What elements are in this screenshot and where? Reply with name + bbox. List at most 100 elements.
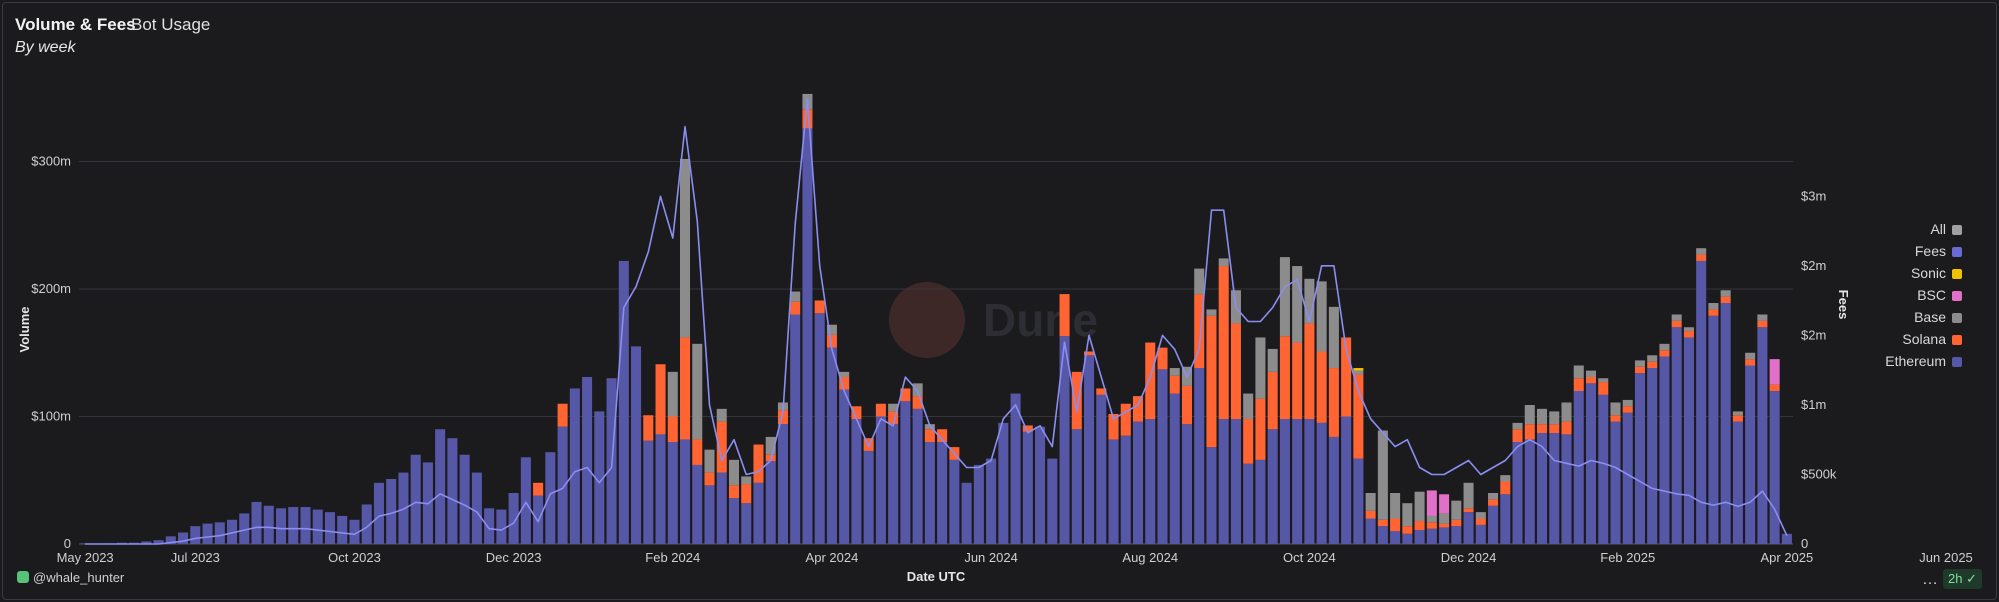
bar-segment-base[interactable] [1169,368,1180,376]
bar-segment-solana[interactable] [1132,396,1144,422]
bar-segment-base[interactable] [1279,257,1290,337]
bar-segment-base[interactable] [1745,352,1756,360]
bar-segment-solana[interactable] [1365,510,1376,519]
bar-segment-solana[interactable] [851,406,862,420]
bar-segment-base[interactable] [1610,402,1621,416]
bar-segment-ethereum[interactable] [1157,369,1168,544]
bar-segment-ethereum[interactable] [961,482,972,544]
bar-segment-solana[interactable] [826,334,837,348]
bar-segment-solana[interactable] [1022,425,1033,432]
bar-segment-ethereum[interactable] [594,411,605,544]
bar-segment-ethereum[interactable] [1120,435,1131,545]
bar-segment-base[interactable] [1659,343,1670,351]
refresh-badge[interactable]: 2h ✓ [1943,569,1982,589]
bar-segment-ethereum[interactable] [1084,355,1095,544]
bar-segment-bsc[interactable] [1769,359,1780,385]
bar-segment-ethereum[interactable] [1488,505,1499,544]
bar-segment-ethereum[interactable] [214,522,225,544]
bar-segment-ethereum[interactable] [324,512,335,545]
bar-segment-base[interactable] [1463,482,1474,509]
bar-segment-solana[interactable] [1708,309,1719,316]
bar-segment-ethereum[interactable] [1500,494,1511,544]
bar-segment-ethereum[interactable] [741,503,752,544]
legend-item-all[interactable]: All [1885,218,1962,240]
bar-segment-base[interactable] [1377,430,1388,520]
bar-segment-solana[interactable] [790,301,801,315]
bar-segment-solana[interactable] [912,396,923,409]
bar-segment-solana[interactable] [1255,398,1266,460]
bar-segment-ethereum[interactable] [471,472,482,544]
bar-segment-solana[interactable] [1390,518,1401,532]
bar-segment-ethereum[interactable] [777,424,788,544]
bar-segment-ethereum[interactable] [1194,368,1205,544]
bar-segment-ethereum[interactable] [312,509,323,544]
bar-segment-ethereum[interactable] [716,472,727,544]
bar-segment-solana[interactable] [1157,347,1168,370]
bar-segment-ethereum[interactable] [263,505,274,544]
bar-segment-ethereum[interactable] [667,442,678,544]
bar-segment-ethereum[interactable] [863,450,874,544]
bar-segment-ethereum[interactable] [337,515,348,544]
bar-segment-solana[interactable] [1745,359,1756,366]
bar-segment-solana[interactable] [1304,323,1315,420]
bar-segment-solana[interactable] [1341,337,1352,417]
bar-segment-ethereum[interactable] [1414,529,1425,544]
bar-segment-solana[interactable] [1451,519,1462,527]
bar-segment-base[interactable] [1732,411,1743,416]
bar-segment-ethereum[interactable] [1145,419,1156,544]
bar-segment-ethereum[interactable] [190,526,201,544]
bar-segment-ethereum[interactable] [1316,422,1327,545]
bar-segment-ethereum[interactable] [447,438,458,544]
bar-segment-ethereum[interactable] [1426,528,1437,544]
bar-segment-ethereum[interactable] [753,482,764,544]
bar-segment-ethereum[interactable] [1206,447,1217,544]
bar-segment-ethereum[interactable] [582,376,593,544]
bar-segment-ethereum[interactable] [1585,383,1597,544]
bar-segment-base[interactable] [1451,500,1462,520]
bar-segment-ethereum[interactable] [1634,373,1645,544]
bar-segment-solana[interactable] [900,388,911,402]
bar-segment-ethereum[interactable] [557,426,568,544]
bar-segment-ethereum[interactable] [361,504,372,544]
bar-segment-ethereum[interactable] [569,388,580,544]
bar-segment-solana[interactable] [1230,323,1241,420]
bar-segment-ethereum[interactable] [802,128,813,544]
bar-segment-ethereum[interactable] [1255,459,1266,544]
bar-segment-solana[interactable] [1181,385,1192,425]
bar-segment-ethereum[interactable] [1598,394,1609,544]
bar-segment-solana[interactable] [1194,294,1205,369]
bar-segment-solana[interactable] [777,410,788,425]
bar-segment-solana[interactable] [1108,413,1119,440]
bar-segment-base[interactable] [1194,268,1205,295]
bar-segment-ethereum[interactable] [1622,412,1633,544]
bar-segment-base[interactable] [1708,303,1719,310]
bar-segment-solana[interactable] [1402,526,1413,534]
bar-segment-ethereum[interactable] [1573,391,1584,544]
bar-segment-solana[interactable] [1316,351,1327,423]
bar-segment-solana[interactable] [1769,384,1780,392]
bar-segment-ethereum[interactable] [141,541,152,544]
bar-segment-ethereum[interactable] [1671,327,1682,544]
bar-segment-base[interactable] [1353,370,1364,375]
bar-segment-ethereum[interactable] [937,442,948,544]
bar-segment-solana[interactable] [716,421,727,473]
bar-segment-solana[interactable] [1463,508,1474,513]
fees-line[interactable] [85,98,1788,545]
bar-segment-base[interactable] [704,449,715,473]
bar-segment-solana[interactable] [1267,371,1278,430]
bar-segment-solana[interactable] [667,416,678,443]
bar-segment-base[interactable] [912,383,923,397]
bar-segment-ethereum[interactable] [349,519,360,544]
bar-segment-solana[interactable] [692,439,703,465]
more-options-icon[interactable]: … [1922,571,1938,588]
bar-segment-solana[interactable] [753,444,764,483]
bar-segment-ethereum[interactable] [839,389,850,544]
bar-segment-ethereum[interactable] [410,454,421,544]
bar-segment-base[interactable] [1488,493,1499,500]
bar-segment-ethereum[interactable] [973,464,984,544]
bar-segment-solana[interactable] [1120,403,1131,436]
bar-segment-solana[interactable] [1683,331,1694,338]
bar-segment-solana[interactable] [1218,266,1229,420]
bar-segment-base[interactable] [667,371,678,417]
bar-segment-ethereum[interactable] [202,523,213,544]
